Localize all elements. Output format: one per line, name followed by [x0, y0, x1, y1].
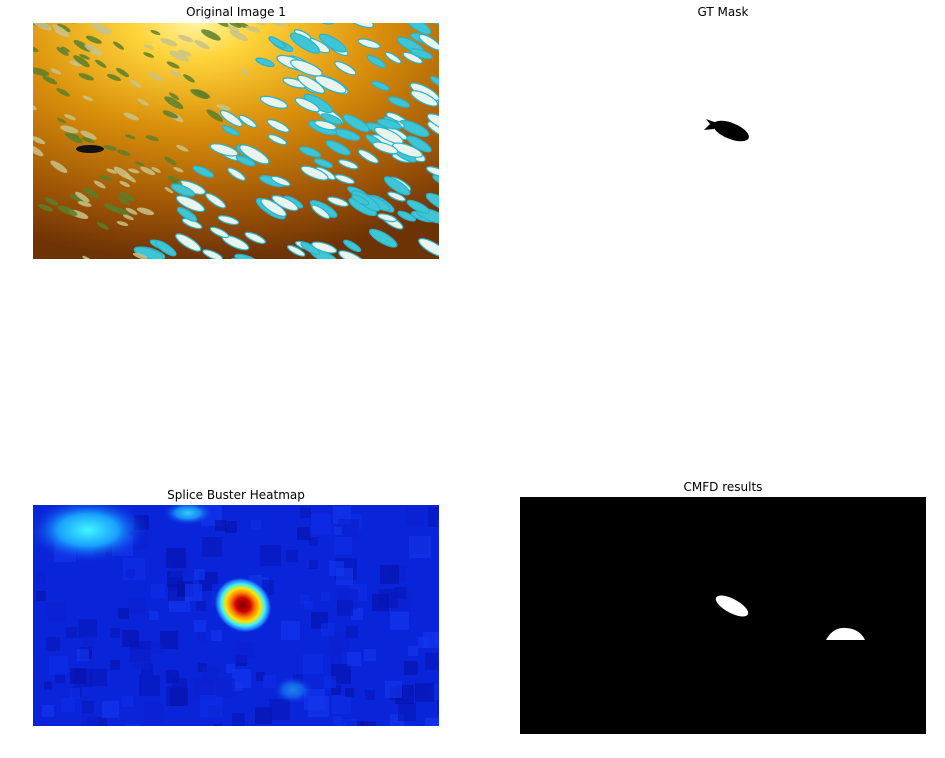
- gt-mask-image: [520, 23, 926, 259]
- cmfd-detected-region-2: [826, 627, 865, 640]
- splice-buster-title: Splice Buster Heatmap: [167, 488, 305, 502]
- cmfd-results-title: CMFD results: [683, 480, 763, 494]
- heatmap-hotspot: [213, 576, 273, 634]
- splice-buster-heatmap: [33, 505, 439, 726]
- fish-school-photo: [33, 23, 439, 259]
- gt-mask-title: GT Mask: [697, 5, 749, 19]
- original-image: [33, 23, 439, 259]
- heatmap-cyan-region: [33, 505, 148, 562]
- cmfd-detected-region-1: [715, 595, 749, 617]
- gt-mask-fish-shape: [704, 119, 749, 142]
- original-image-title: Original Image 1: [186, 5, 286, 19]
- cmfd-results-image: [520, 497, 926, 734]
- dark-fish: [76, 145, 104, 153]
